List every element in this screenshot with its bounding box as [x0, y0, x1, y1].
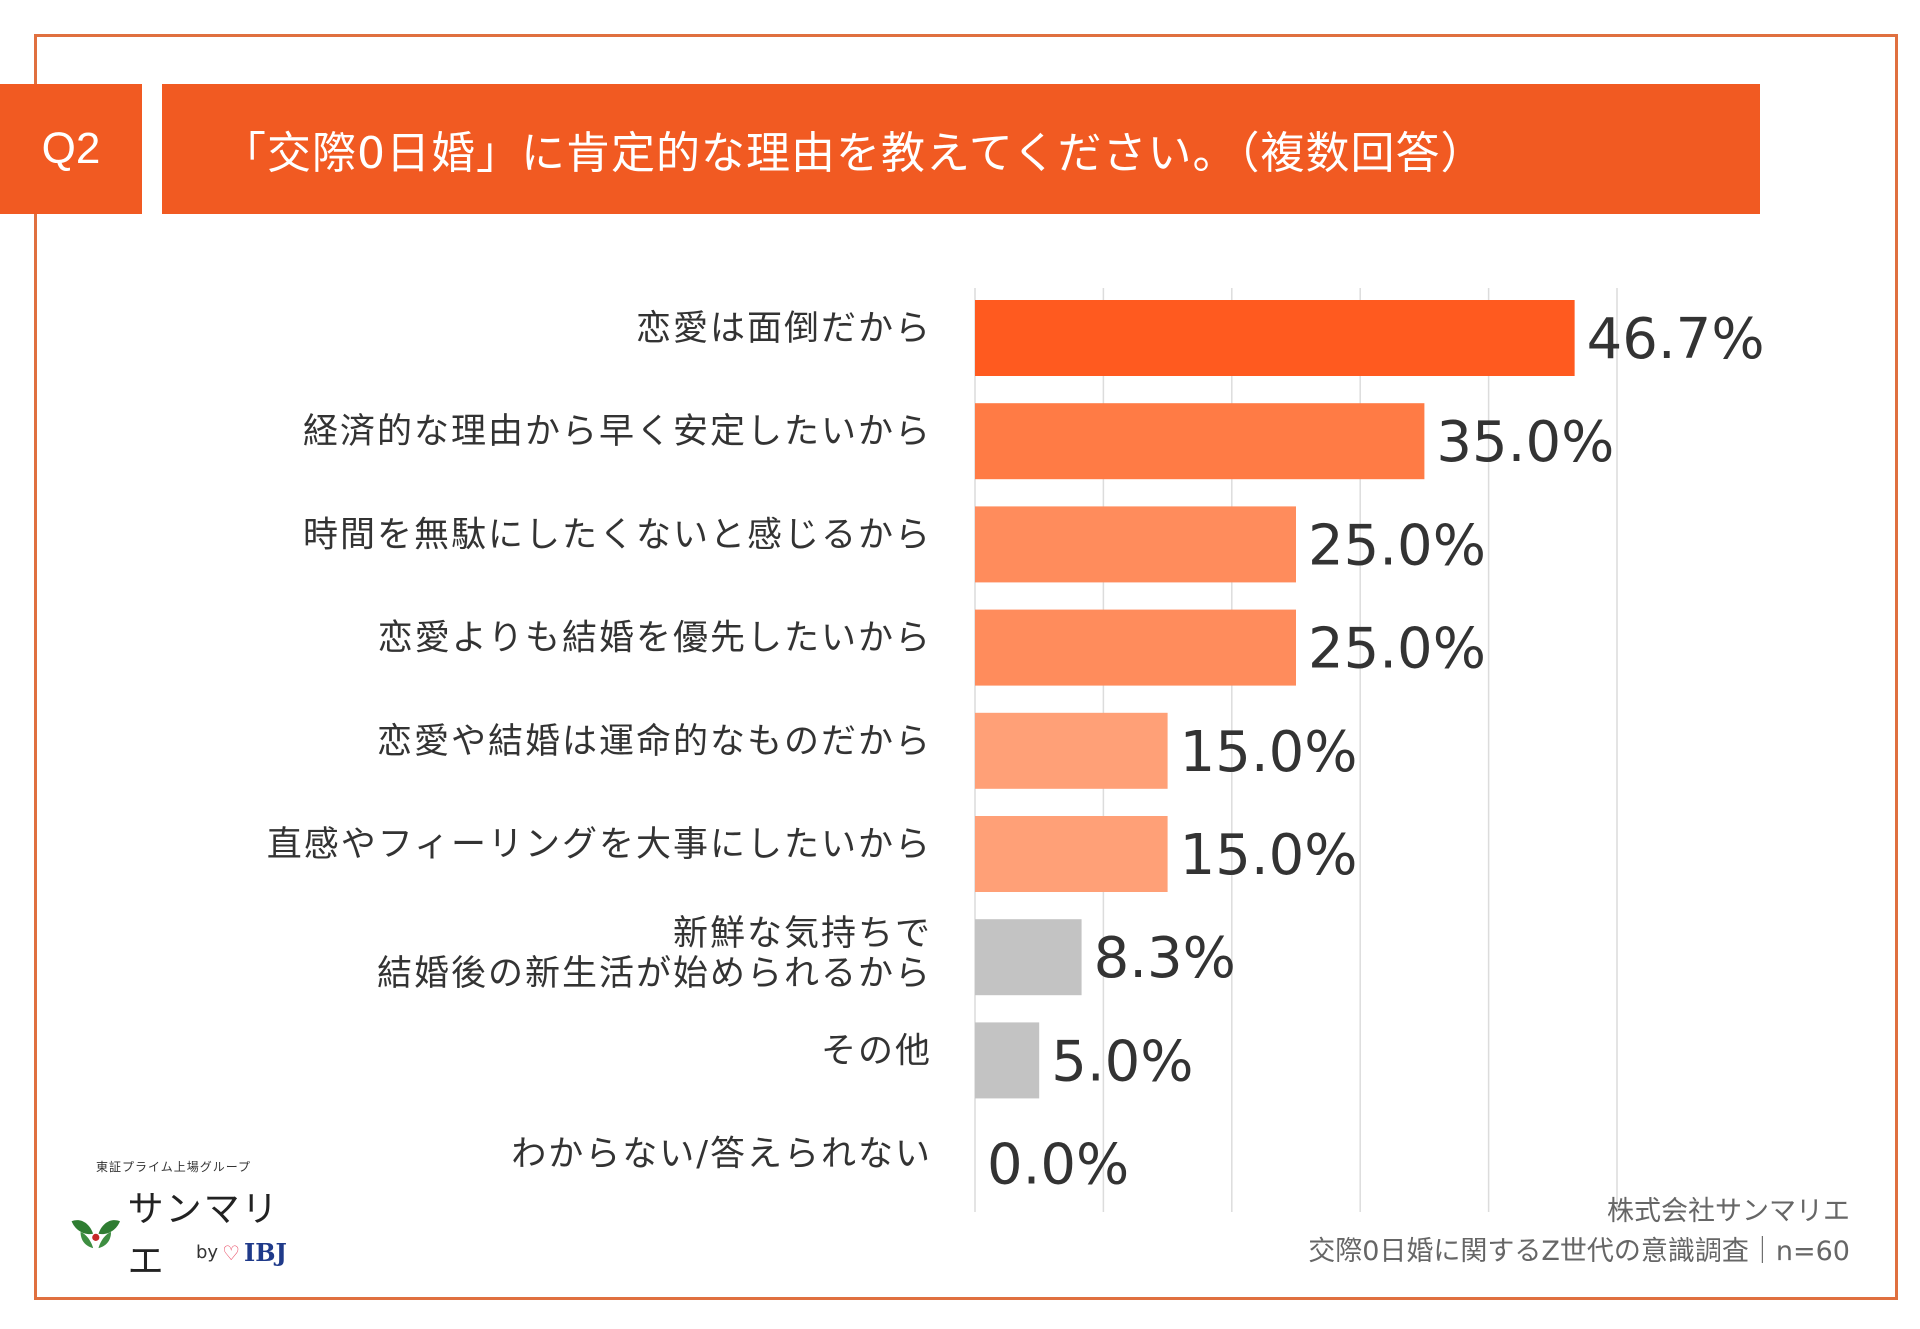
category-label: 新鮮な気持ちで: [673, 914, 932, 954]
bar: [975, 403, 1425, 480]
source-survey: 交際0日婚に関するZ世代の意識調査｜n=60: [1308, 1236, 1850, 1267]
category-label: 経済的な理由から早く安定したいから: [303, 412, 932, 452]
bar: [975, 712, 1168, 789]
value-label: 35.0%: [1436, 410, 1614, 475]
leaf-icon: [71, 1220, 121, 1249]
value-labels: 46.7% 35.0% 25.0% 25.0% 15.0% 15.0% 8.3% 5.0% 0.…: [987, 307, 1765, 1198]
value-label: 46.7%: [1587, 307, 1765, 372]
logo-tagline: 東証プライム上場グループ: [96, 1160, 252, 1174]
bar: [975, 300, 1575, 376]
value-label: 15.0%: [1180, 720, 1358, 785]
heart-icon: ♡: [222, 1240, 241, 1265]
category-label: わからない/答えられない: [511, 1135, 932, 1175]
company-logo: 東証プライム上場グループ サンマリエ by ♡ IBJ: [68, 1158, 298, 1282]
logo-name: サンマリエ: [127, 1189, 280, 1282]
source-company: 株式会社サンマリエ: [1607, 1196, 1850, 1227]
question-badge: Q2: [0, 84, 142, 214]
value-label: 5.0%: [1051, 1029, 1193, 1094]
category-label: 結婚後の新生活が始められるから: [377, 954, 932, 994]
bar: [975, 816, 1168, 892]
category-label: 時間を無駄にしたくないと感じるから: [303, 515, 932, 555]
bar: [975, 919, 1082, 996]
category-label: 恋愛は面倒だから: [636, 309, 932, 349]
value-label: 15.0%: [1180, 823, 1358, 888]
category-label: 恋愛よりも結婚を優先したいから: [378, 619, 932, 659]
category-label: その他: [821, 1031, 932, 1071]
bar: [975, 609, 1296, 686]
value-label: 8.3%: [1094, 926, 1236, 991]
question-title: 「交際0日婚」に肯定的な理由を教えてください。（複数回答）: [162, 84, 1760, 214]
category-label: 恋愛や結婚は運命的なものだから: [377, 722, 932, 762]
value-label: 0.0%: [987, 1133, 1129, 1198]
source-note: 株式会社サンマリエ 交際0日婚に関するZ世代の意識調査｜n=60: [1308, 1192, 1850, 1272]
logo-partner: IBJ: [244, 1238, 287, 1267]
logo-by: by: [196, 1242, 219, 1263]
bar: [975, 506, 1296, 583]
category-label: 直感やフィーリングを大事にしたいから: [267, 825, 932, 865]
chart-frame: [34, 34, 1898, 1300]
value-label: 25.0%: [1308, 513, 1486, 578]
bar: [975, 1022, 1040, 1099]
value-label: 25.0%: [1308, 617, 1486, 682]
bars: [975, 300, 1575, 1099]
category-labels: 恋愛は面倒だから経済的な理由から早く安定したいから時間を無駄にしたくないと感じる…: [267, 309, 932, 1175]
